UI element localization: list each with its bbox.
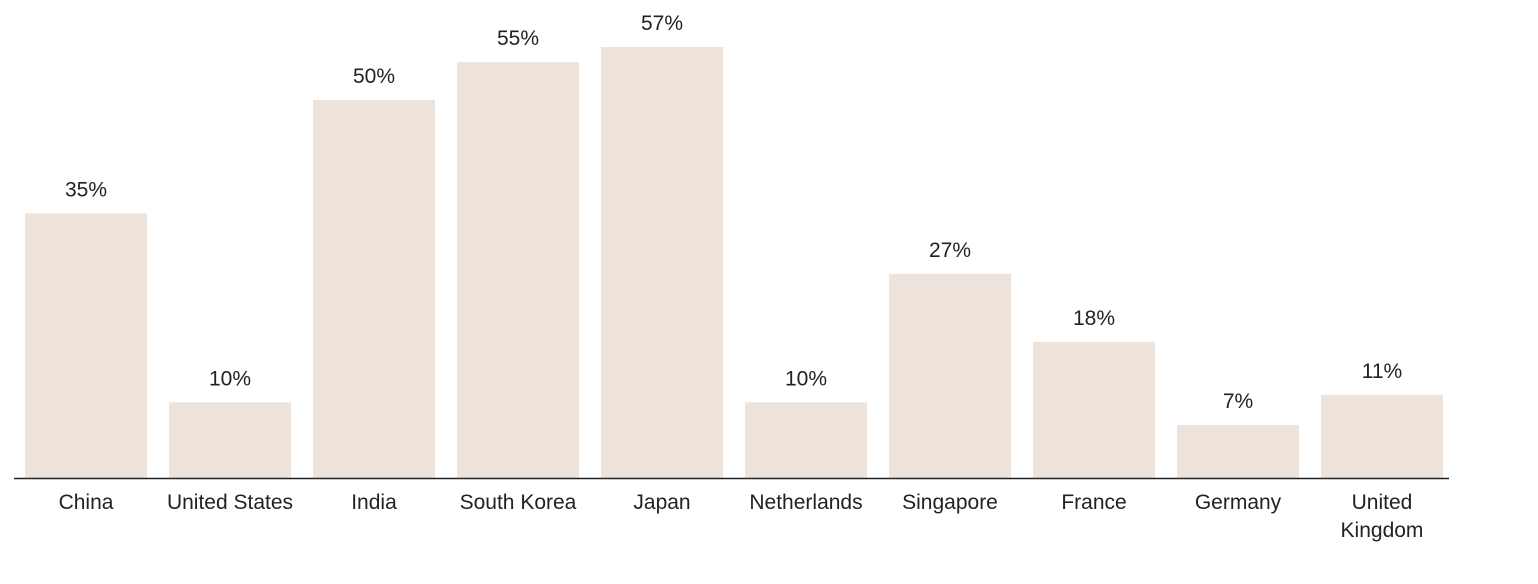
bar	[1177, 425, 1299, 478]
bar	[745, 402, 867, 478]
bar	[1321, 394, 1443, 478]
x-tick-label: South Korea	[459, 491, 577, 514]
value-label: 18%	[1073, 307, 1115, 330]
value-label: 55%	[497, 27, 539, 50]
value-label: 57%	[641, 12, 683, 35]
value-label: 50%	[353, 65, 395, 88]
value-label: 7%	[1223, 390, 1253, 413]
value-label: 27%	[929, 239, 971, 262]
bar	[313, 99, 435, 479]
x-tick-label: Netherlands	[749, 491, 863, 514]
x-tick-label: United States	[166, 491, 294, 514]
x-tick-label: United Kingdom	[1340, 491, 1424, 542]
bar	[169, 402, 291, 478]
x-tick-label: Singapore	[902, 491, 998, 514]
x-tick-label: Japan	[633, 491, 691, 514]
bar	[889, 273, 1011, 478]
bar	[457, 62, 579, 479]
value-label: 35%	[65, 178, 107, 201]
bar	[601, 47, 723, 478]
x-tick-label: India	[351, 491, 397, 514]
x-tick-label: Germany	[1194, 491, 1282, 514]
value-label: 10%	[785, 367, 827, 390]
x-tick-label: France	[1061, 491, 1127, 514]
x-tick-label: China	[58, 491, 114, 514]
bar	[1033, 341, 1155, 478]
value-label: 10%	[209, 367, 251, 390]
bar	[25, 213, 147, 478]
value-label: 11%	[1362, 360, 1402, 383]
